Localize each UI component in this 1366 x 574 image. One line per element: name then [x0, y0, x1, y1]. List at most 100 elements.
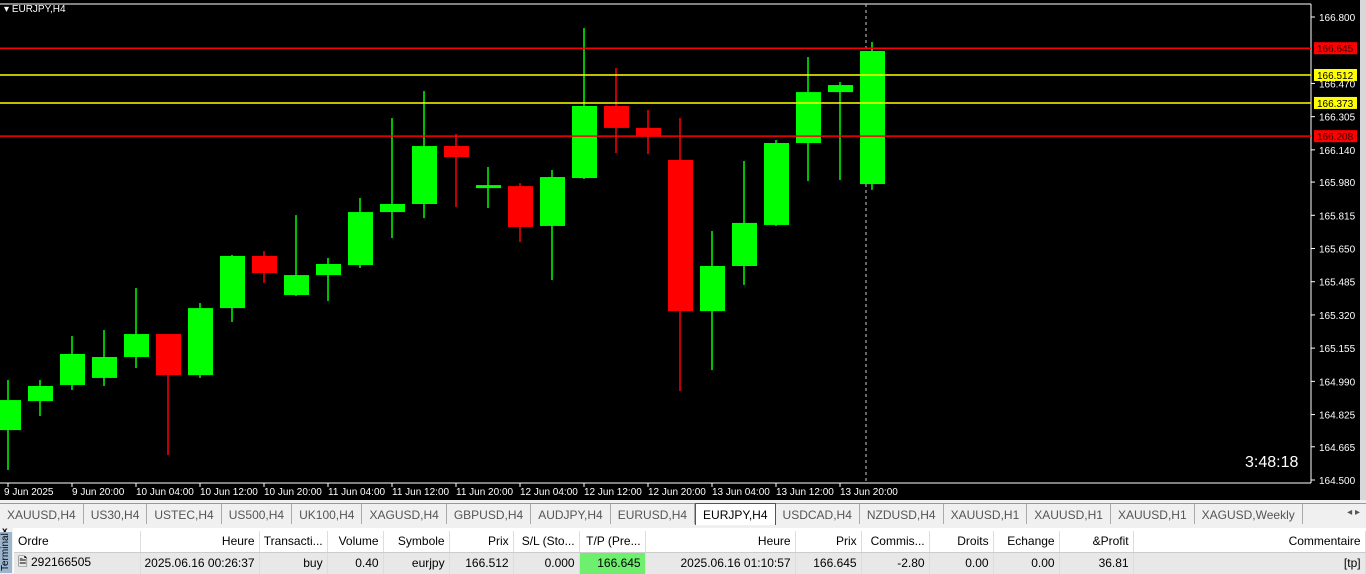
price-tick-label: 164.990 — [1319, 377, 1356, 388]
table-cell: -2.80 — [861, 552, 930, 574]
candle-bull — [284, 275, 309, 295]
candle-bull — [732, 222, 757, 267]
time-tick-label: 13 Jun 04:00 — [712, 487, 770, 498]
time-tick-label: 10 Jun 12:00 — [200, 487, 258, 498]
price-tick-label: 164.665 — [1319, 443, 1356, 454]
terminal-label: Terminal — [0, 532, 12, 573]
tab-xauusd-h1[interactable]: XAUUSD,H1 — [944, 504, 1028, 524]
tab-xauusd-h1[interactable]: XAUUSD,H1 — [1027, 504, 1111, 524]
candle-bull — [348, 212, 373, 266]
tab-xauusd-h4[interactable]: XAUUSD,H4 — [0, 504, 84, 524]
candle-bull — [412, 146, 437, 205]
tab-nzdusd-h4[interactable]: NZDUSD,H4 — [860, 504, 944, 524]
tab-gbpusd-h4[interactable]: GBPUSD,H4 — [447, 504, 532, 524]
column-header[interactable]: Heure — [140, 531, 260, 553]
table-cell: buy — [259, 552, 328, 574]
candle-bull — [60, 353, 85, 385]
tab-us30-h4[interactable]: US30,H4 — [84, 504, 148, 524]
candle-bear — [604, 105, 629, 128]
candle-bull — [124, 334, 149, 357]
candle-bear — [508, 186, 533, 227]
candle-timer: 3:48:18 — [1245, 454, 1299, 471]
candle-bull — [540, 177, 565, 226]
tab-xauusd-h1[interactable]: XAUUSD,H1 — [1111, 504, 1195, 524]
price-level-tag — [1314, 42, 1357, 55]
candle-bull — [220, 255, 245, 309]
candle-bear — [636, 127, 661, 136]
price-tick-label: 166.470 — [1319, 79, 1356, 90]
price-tick-label: 165.155 — [1319, 344, 1356, 355]
column-header[interactable]: Transacti... — [259, 531, 328, 553]
price-level-label: 166.645 — [1317, 44, 1354, 55]
table-row[interactable]: 🗎 292166505 2025.06.16 00:26:37 buy 0.40 eur… — [14, 552, 1366, 574]
table-cell: 166.645 — [795, 552, 862, 574]
time-tick-label: 9 Jun 20:00 — [72, 487, 125, 498]
tab-eurusd-h4[interactable]: EURUSD,H4 — [611, 504, 696, 524]
vertical-scrollbar[interactable] — [1360, 0, 1366, 500]
tab-audjpy-h4[interactable]: AUDJPY,H4 — [531, 504, 611, 524]
candle-bull — [860, 51, 885, 185]
price-tick-label: 166.305 — [1319, 113, 1356, 124]
column-header[interactable]: Droits — [929, 531, 994, 553]
column-header[interactable]: Commentaire — [1133, 531, 1366, 553]
time-tick-label: 13 Jun 12:00 — [776, 487, 834, 498]
tab-us500-h4[interactable]: US500,H4 — [222, 504, 293, 524]
tab-usdcad-h4[interactable]: USDCAD,H4 — [776, 504, 860, 524]
candle-bear — [668, 159, 693, 312]
candle-bull — [316, 263, 341, 276]
table-cell: 2025.06.16 01:10:57 — [645, 552, 796, 574]
symbol-label: EURJPY,H4 — [11, 4, 66, 15]
tab-xagusd-h4[interactable]: XAGUSD,H4 — [362, 504, 447, 524]
candle-bull — [476, 185, 501, 189]
chart-title[interactable]: ▾ EURJPY,H4 — [4, 4, 66, 15]
price-tick-label: 164.825 — [1319, 411, 1356, 422]
table-cell: 166.645 — [579, 552, 646, 574]
time-tick-label: 11 Jun 12:00 — [392, 487, 450, 498]
price-tick-label: 166.800 — [1319, 13, 1356, 24]
time-tick-label: 10 Jun 04:00 — [136, 487, 194, 498]
candle-bull — [92, 356, 117, 378]
time-tick-label: 11 Jun 20:00 — [456, 487, 514, 498]
candle-bull — [0, 400, 21, 431]
column-header[interactable]: Heure — [645, 531, 796, 553]
column-header[interactable]: Prix — [449, 531, 514, 553]
table-cell: 0.000 — [513, 552, 580, 574]
column-header[interactable]: &Profit — [1059, 531, 1134, 553]
price-level-label: 166.208 — [1317, 132, 1354, 143]
table-cell: 🗎 292166505 — [14, 552, 141, 574]
candle-bull — [828, 85, 853, 93]
column-header[interactable]: Echange — [993, 531, 1060, 553]
price-tick-label: 165.320 — [1319, 311, 1356, 322]
candle-bear — [156, 334, 181, 376]
column-header[interactable]: S/L (Sto... — [513, 531, 580, 553]
candle-bull — [700, 266, 725, 312]
time-tick-label: 13 Jun 20:00 — [840, 487, 898, 498]
column-header[interactable]: Volume — [327, 531, 384, 553]
tab-xagusd-weekly[interactable]: XAGUSD,Weekly — [1195, 504, 1303, 524]
column-header[interactable]: Commis... — [861, 531, 930, 553]
tab-eurjpy-h4[interactable]: EURJPY,H4 — [695, 503, 776, 525]
column-header[interactable]: Ordre — [14, 531, 141, 553]
tab-ustec-h4[interactable]: USTEC,H4 — [147, 504, 222, 524]
table-cell: [tp] — [1133, 552, 1366, 574]
candlestick-chart[interactable]: 166.800 166.470 166.305 166.140 165.980 165.8… — [0, 0, 1360, 500]
orders-table: Ordre Heure Transacti... Volume Symbole Prix S… — [14, 531, 1366, 574]
column-header[interactable]: T/P (Pre... — [579, 531, 646, 553]
chart-area[interactable]: 166.800 166.470 166.305 166.140 165.980 165.8… — [0, 0, 1360, 500]
candle-bull — [380, 204, 405, 213]
column-header[interactable]: Prix — [795, 531, 862, 553]
price-tick-label: 166.140 — [1319, 146, 1356, 157]
column-header[interactable]: Symbole — [383, 531, 450, 553]
tab-uk100-h4[interactable]: UK100,H4 — [292, 504, 363, 524]
time-tick-label: 12 Jun 12:00 — [584, 487, 642, 498]
candle-bull — [28, 385, 53, 402]
price-level-tag — [1314, 130, 1357, 143]
price-tick-label: 165.815 — [1319, 211, 1356, 222]
table-cell: 0.40 — [327, 552, 384, 574]
tab-scroll-arrows-icon[interactable]: ◂ ▸ — [1347, 507, 1360, 518]
price-level-tag — [1314, 96, 1357, 109]
candle-bear — [444, 146, 469, 158]
candle-bull — [188, 308, 213, 376]
close-icon[interactable]: x — [2, 526, 8, 537]
price-tick-label: 165.485 — [1319, 278, 1356, 289]
